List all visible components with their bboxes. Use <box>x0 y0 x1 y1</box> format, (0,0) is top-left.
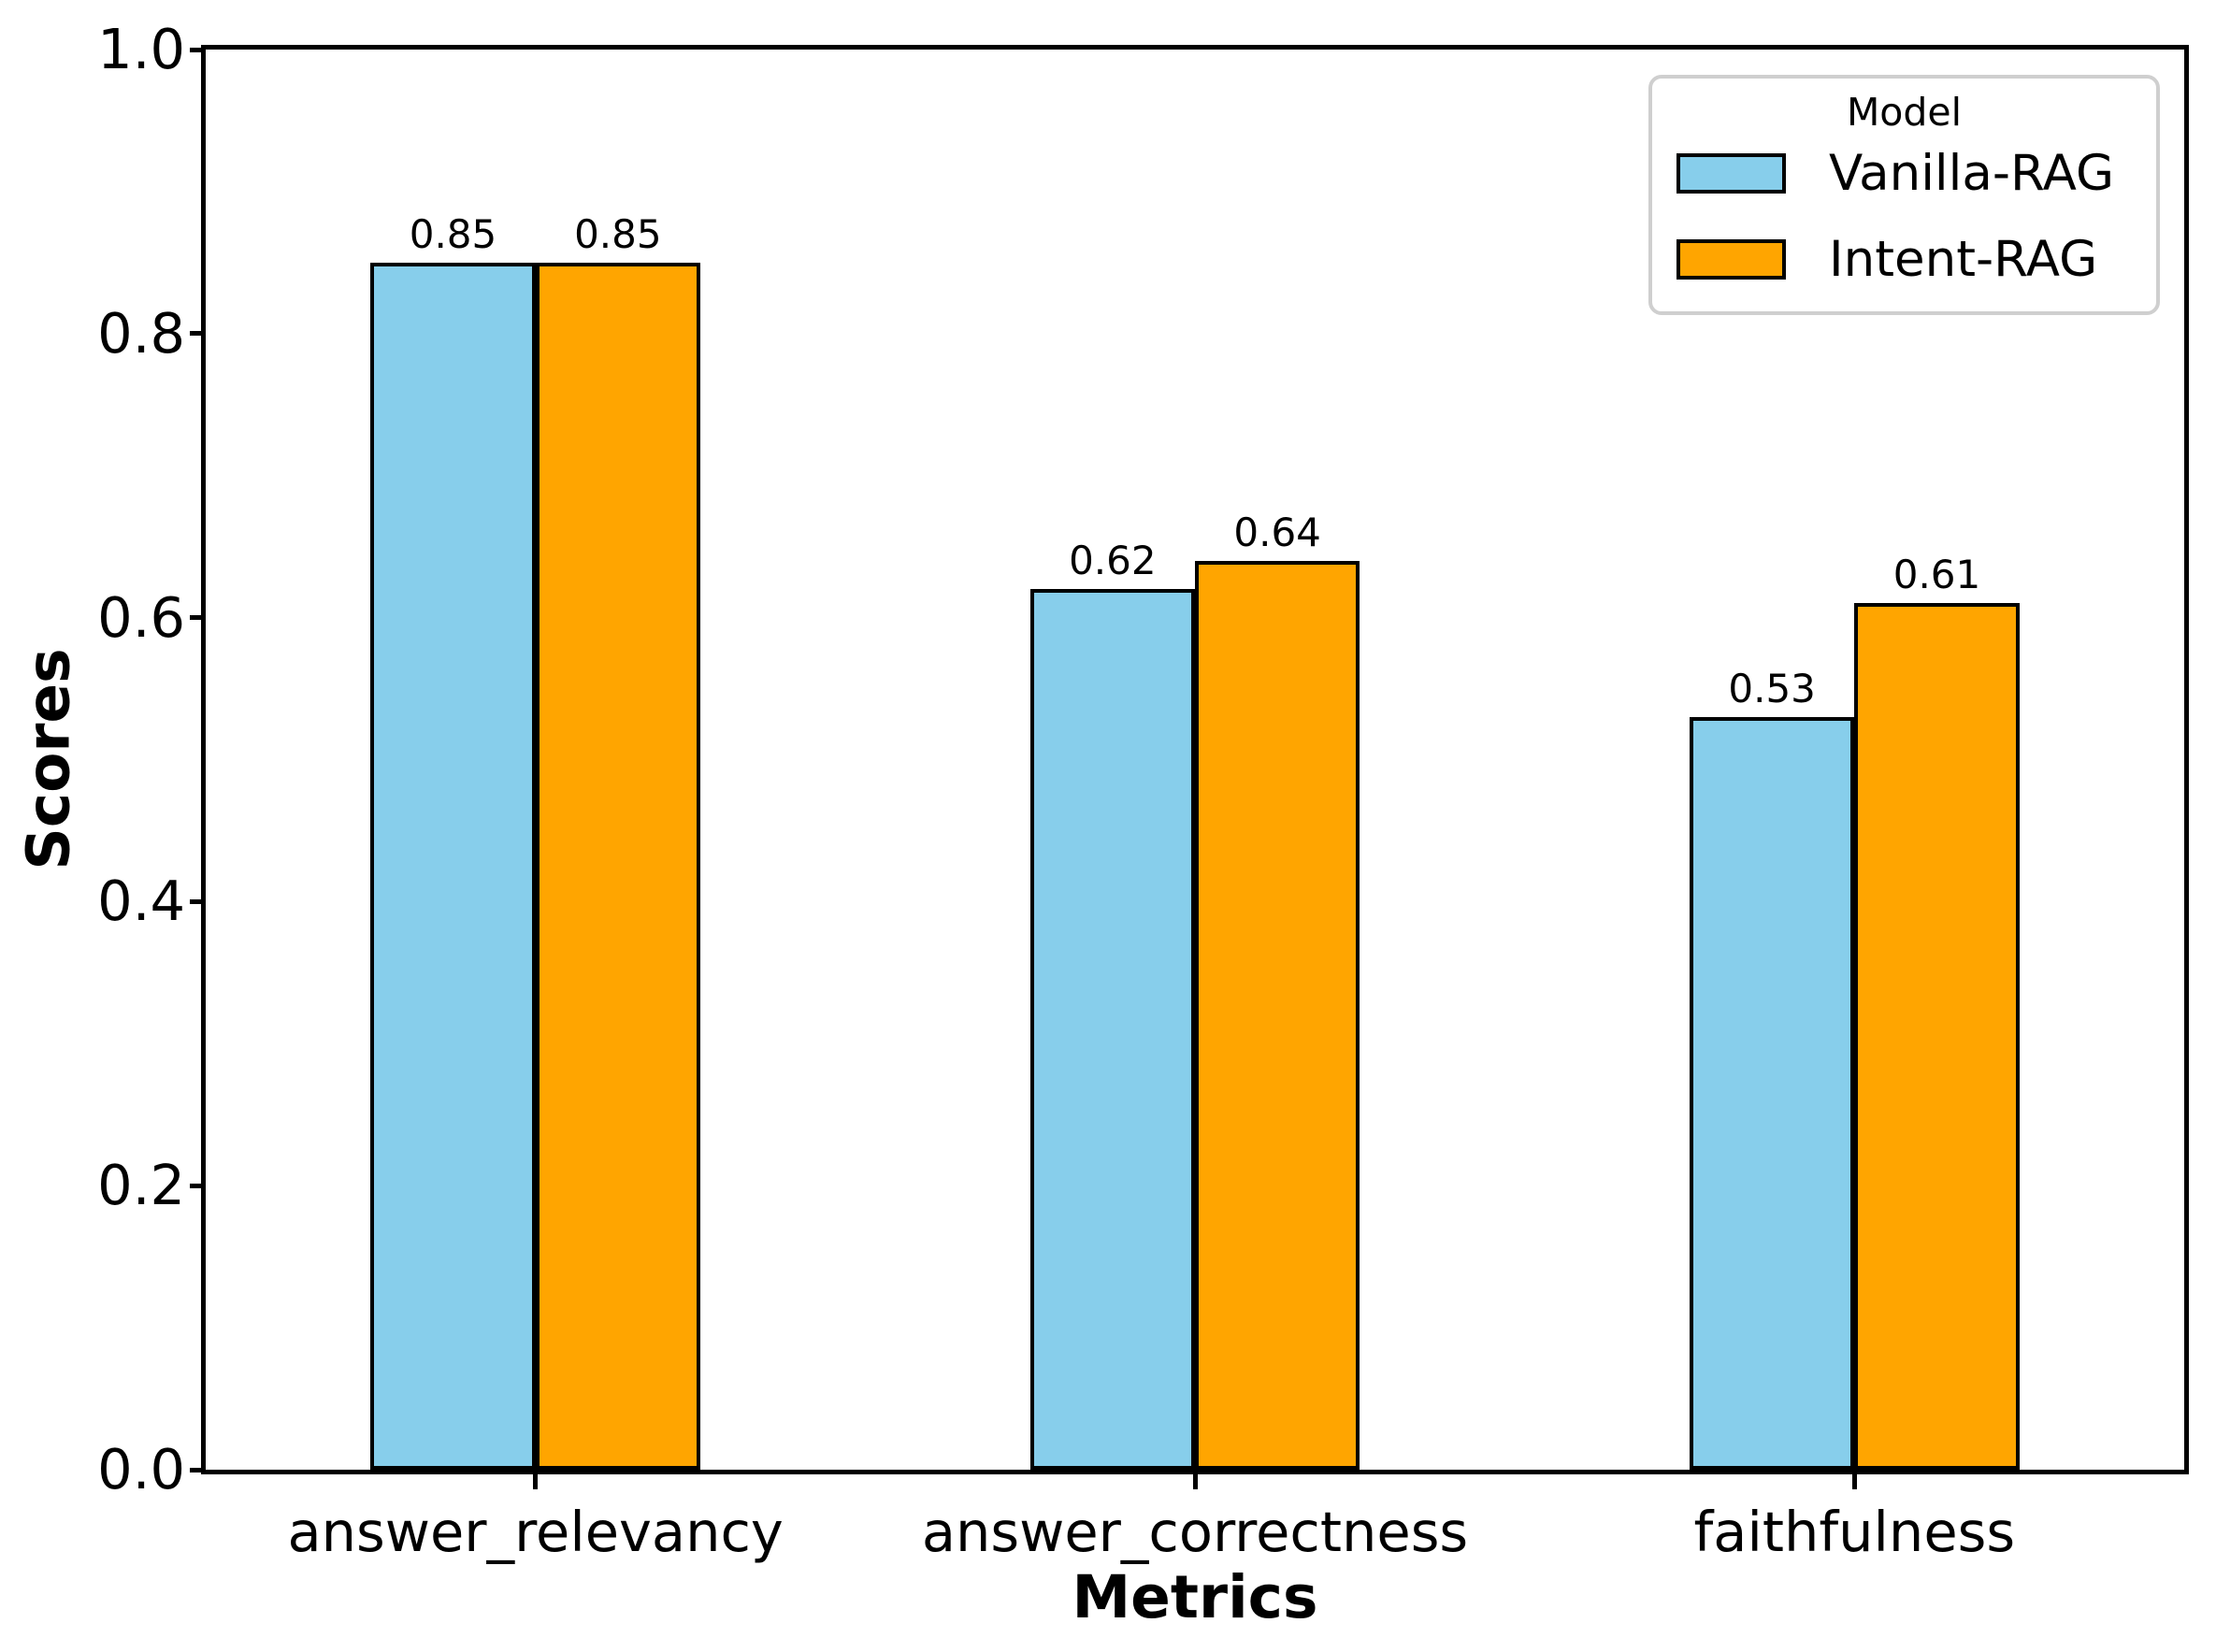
y-tick-label: 1.0 <box>97 17 185 81</box>
y-tick-label: 0.0 <box>97 1437 185 1501</box>
x-tick-label-answer_correctness: answer_correctness <box>921 1500 1469 1564</box>
bar-Intent-RAG-answer_relevancy <box>535 262 700 1470</box>
y-tick-mark <box>190 898 206 904</box>
vanilla-rag-swatch-icon <box>1676 152 1786 194</box>
y-tick-label: 0.4 <box>97 869 185 934</box>
y-tick-label: 0.8 <box>97 300 185 366</box>
y-tick-mark <box>190 331 206 337</box>
bar-value-label-Vanilla-RAG-faithfulness: 0.53 <box>1728 665 1816 711</box>
bar-Vanilla-RAG-answer_correctness <box>1029 589 1195 1470</box>
x-tick-mark <box>1851 1474 1857 1489</box>
x-tick-label-faithfulness: faithfulness <box>1693 1500 2016 1564</box>
legend-item-intent-rag: Intent-RAG <box>1652 230 2156 288</box>
x-tick-mark <box>533 1474 539 1489</box>
bar-Intent-RAG-faithfulness <box>1854 603 2020 1470</box>
bar-value-label-Intent-RAG-faithfulness: 0.61 <box>1892 552 1981 598</box>
legend-label-intent-rag: Intent-RAG <box>1829 230 2098 288</box>
y-tick-mark <box>190 615 206 621</box>
x-tick-label-answer_relevancy: answer_relevancy <box>287 1500 784 1564</box>
y-tick-mark <box>190 1183 206 1188</box>
x-tick-mark <box>1192 1474 1198 1489</box>
y-tick-label: 0.6 <box>97 584 185 650</box>
bar-value-label-Intent-RAG-answer_relevancy: 0.85 <box>574 210 662 257</box>
bar-Vanilla-RAG-answer_relevancy <box>370 262 536 1470</box>
intent-rag-swatch-icon <box>1676 238 1786 280</box>
bar-value-label-Vanilla-RAG-answer_relevancy: 0.85 <box>409 210 497 257</box>
y-tick-mark <box>190 47 206 52</box>
legend-label-vanilla-rag: Vanilla-RAG <box>1829 144 2115 202</box>
y-tick-label: 0.2 <box>97 1153 185 1218</box>
y-axis-label: Scores <box>14 648 83 870</box>
legend: Model Vanilla-RAG Intent-RAG <box>1648 75 2160 315</box>
x-axis-label: Metrics <box>1072 1563 1318 1631</box>
bar-value-label-Vanilla-RAG-answer_correctness: 0.62 <box>1069 538 1157 584</box>
bar-Vanilla-RAG-faithfulness <box>1690 716 1855 1470</box>
bar-value-label-Intent-RAG-answer_correctness: 0.64 <box>1233 509 1321 555</box>
legend-title: Model <box>1846 90 1963 135</box>
legend-item-vanilla-rag: Vanilla-RAG <box>1652 144 2156 202</box>
bar-Intent-RAG-answer_correctness <box>1195 560 1360 1470</box>
y-tick-mark <box>190 1467 206 1472</box>
